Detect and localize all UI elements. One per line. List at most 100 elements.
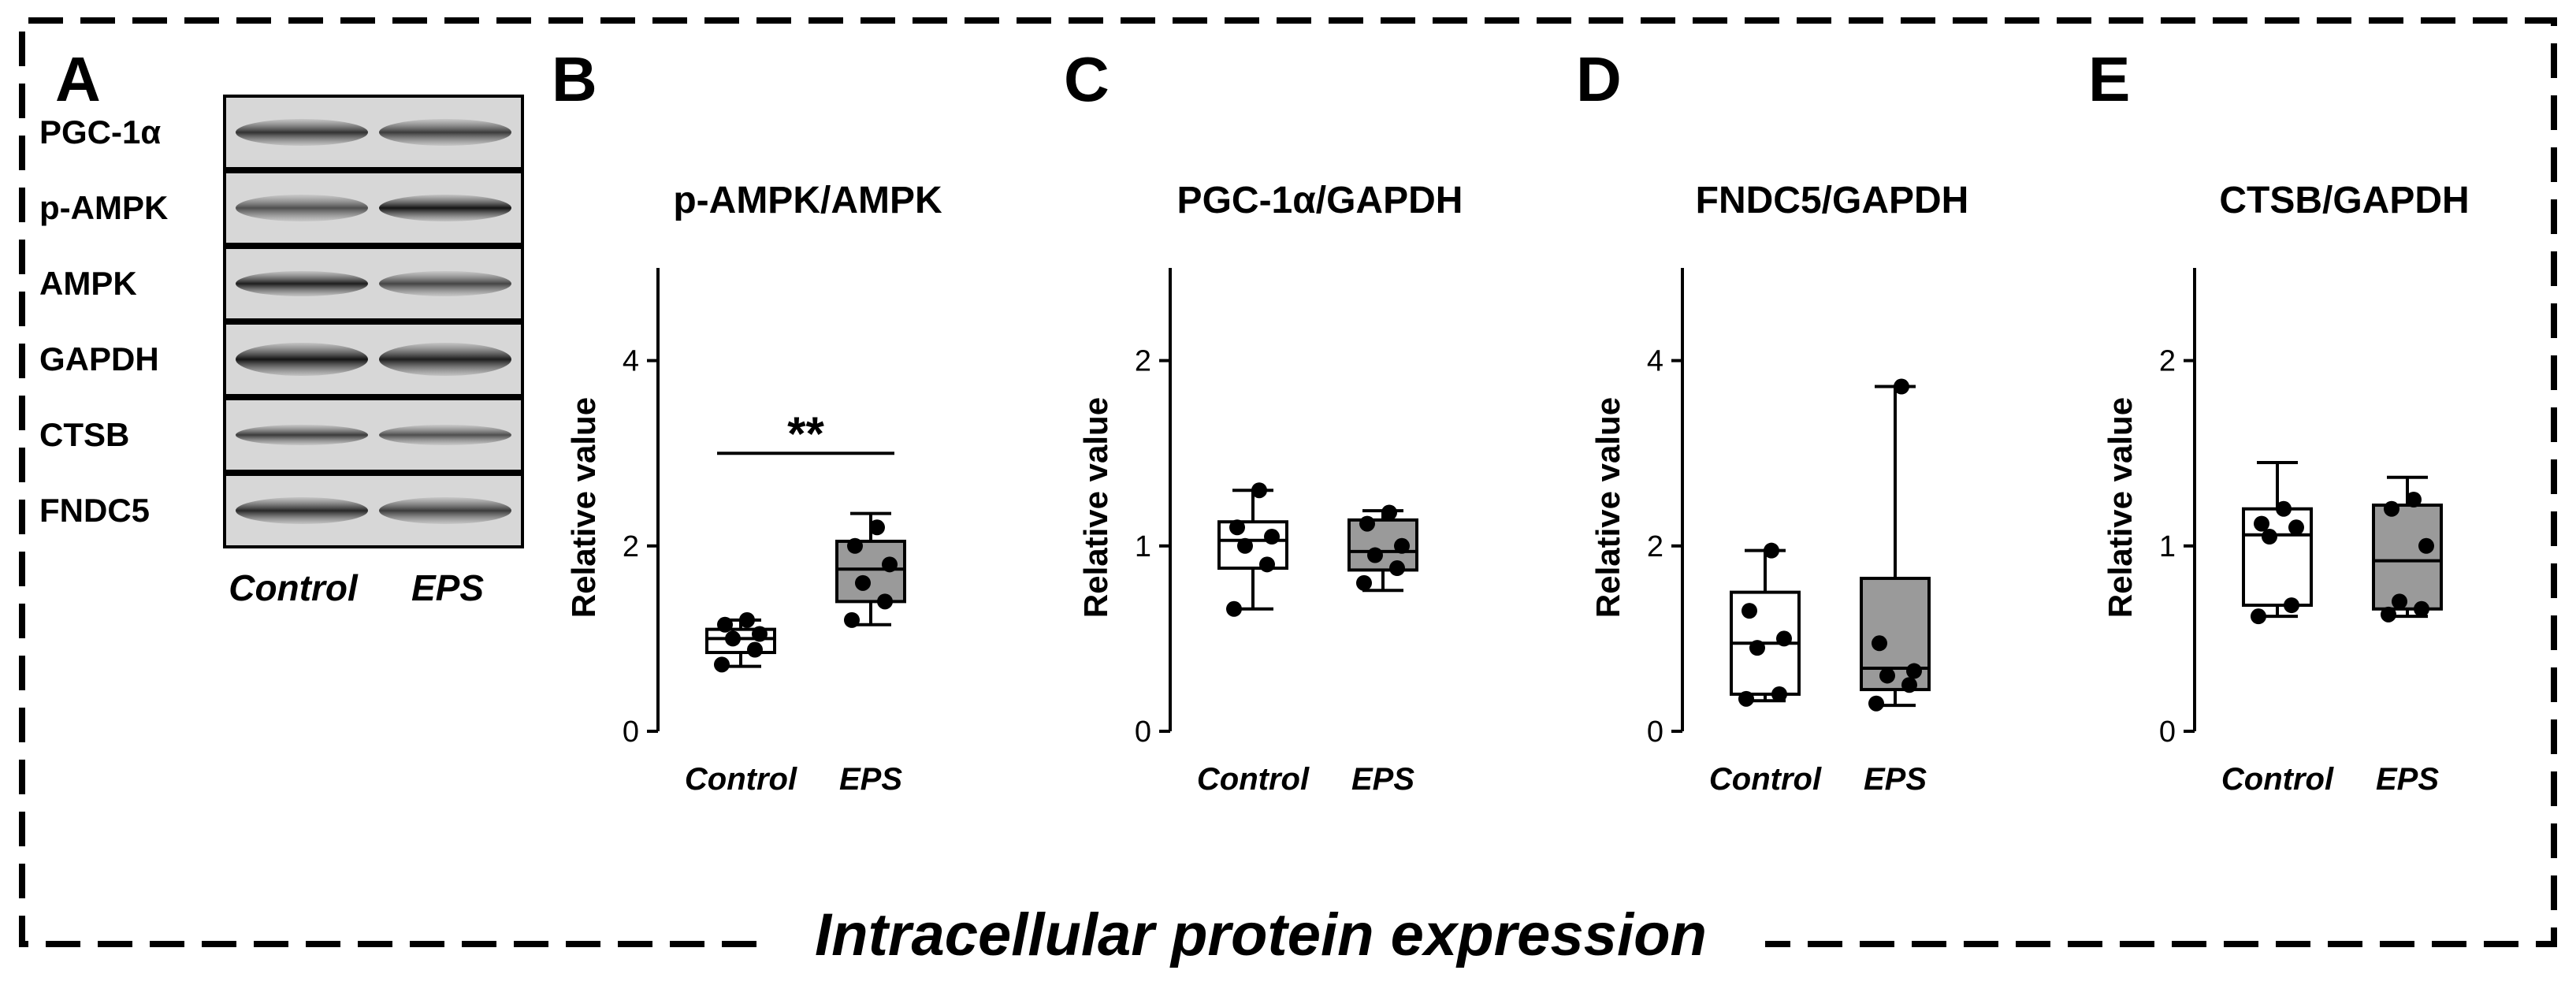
data-point xyxy=(2406,492,2422,507)
x-tick-label: EPS xyxy=(1351,762,1414,797)
box-eps xyxy=(2372,475,2443,623)
y-tick-label: 1 xyxy=(2159,530,2176,563)
y-tick-label: 0 xyxy=(2159,716,2176,749)
significance-label: ** xyxy=(787,407,824,460)
x-tick-label: Control xyxy=(685,762,797,797)
y-tick-label: 0 xyxy=(1135,716,1151,749)
box-eps xyxy=(1347,504,1418,593)
blot-band xyxy=(379,343,511,376)
data-point xyxy=(1872,635,1887,652)
data-point xyxy=(1771,686,1787,702)
data-point xyxy=(1251,482,1267,499)
y-tick-label: 2 xyxy=(623,530,639,563)
y-tick-label: 1 xyxy=(1135,530,1151,563)
y-tick-label: 0 xyxy=(623,716,639,749)
data-point xyxy=(877,593,893,610)
box-iqr xyxy=(2372,504,2443,611)
data-point xyxy=(2284,597,2299,614)
data-point xyxy=(1776,630,1792,647)
data-point xyxy=(725,630,741,647)
data-point xyxy=(855,574,871,591)
box-iqr xyxy=(1217,520,1288,571)
blot-lane-label: Control xyxy=(229,567,359,608)
box-eps xyxy=(1860,378,1931,712)
box-iqr xyxy=(835,539,906,604)
data-point xyxy=(1901,677,1917,693)
chart-panel-d: D FNDC5/GAPDH 0 2 4 Relative value Control EPS xyxy=(1576,44,1968,797)
data-point xyxy=(1226,600,1242,617)
blot-band xyxy=(379,119,511,146)
blot-label: GAPDH xyxy=(39,340,159,377)
data-point xyxy=(739,611,755,628)
data-point xyxy=(2254,515,2269,532)
blot-label: PGC-1α xyxy=(39,113,161,151)
panel-letter: C xyxy=(1064,44,1110,114)
blot-band xyxy=(379,425,511,445)
box-plot-panels: Bp-AMPK/AMPK 0 2 4 Relative value Control EPS *… xyxy=(552,44,2470,797)
data-point xyxy=(1738,690,1754,707)
blot-band xyxy=(379,271,511,296)
y-tick-label: 2 xyxy=(1135,345,1151,378)
chart-title: p-AMPK/AMPK xyxy=(673,180,942,221)
x-tick-label: EPS xyxy=(839,762,902,797)
blot-band xyxy=(236,425,368,445)
data-point xyxy=(2381,606,2396,623)
blot-band xyxy=(236,195,368,221)
data-point xyxy=(1367,547,1383,563)
data-point xyxy=(1229,519,1245,536)
blot-lane-label: EPS xyxy=(411,567,484,608)
y-tick-label: 2 xyxy=(2159,345,2176,378)
data-point xyxy=(2288,519,2304,536)
data-point xyxy=(2414,600,2429,617)
y-axis-label: Relative value xyxy=(565,397,602,618)
data-point xyxy=(1906,663,1922,679)
data-point xyxy=(1879,667,1895,684)
y-tick-label: 4 xyxy=(623,345,639,378)
y-tick-label: 0 xyxy=(1647,716,1663,749)
blot-band xyxy=(379,195,511,221)
data-point xyxy=(717,616,733,633)
data-point xyxy=(1381,504,1397,521)
box-control xyxy=(2242,460,2313,625)
blot-label: CTSB xyxy=(39,416,129,453)
panel-letter-a: A xyxy=(55,44,101,114)
data-point xyxy=(1764,542,1779,559)
x-tick-label: Control xyxy=(1709,762,1822,797)
data-point xyxy=(882,556,898,573)
box-control xyxy=(1217,482,1288,617)
x-tick-label: EPS xyxy=(1864,762,1927,797)
figure-caption: Intracellular protein expression xyxy=(815,901,1707,968)
panel-letter: B xyxy=(552,44,597,114)
blot-band xyxy=(236,497,368,524)
data-point xyxy=(847,537,863,554)
panel-letter: E xyxy=(2088,44,2130,114)
box-eps xyxy=(835,511,906,628)
box-control xyxy=(1730,542,1801,707)
y-tick-label: 4 xyxy=(1647,345,1663,378)
chart-title: PGC-1α/GAPDH xyxy=(1177,180,1463,221)
data-point xyxy=(1894,378,1909,395)
data-point xyxy=(1359,515,1375,532)
x-tick-label: EPS xyxy=(2376,762,2439,797)
y-axis-label: Relative value xyxy=(1589,397,1626,618)
data-point xyxy=(1741,603,1757,619)
data-point xyxy=(1237,537,1253,554)
data-point xyxy=(2418,537,2434,554)
data-point xyxy=(1749,640,1765,656)
data-point xyxy=(714,656,730,673)
x-tick-label: Control xyxy=(1197,762,1310,797)
data-point xyxy=(869,519,885,536)
data-point xyxy=(747,641,763,658)
y-axis-label: Relative value xyxy=(1077,397,1114,618)
blot-label: FNDC5 xyxy=(39,492,150,529)
data-point xyxy=(2384,500,2399,517)
blot-label: AMPK xyxy=(39,265,137,302)
data-point xyxy=(1389,560,1405,577)
y-tick-label: 2 xyxy=(1647,530,1663,563)
data-point xyxy=(1868,695,1884,712)
chart-title: CTSB/GAPDH xyxy=(2219,180,2469,221)
data-point xyxy=(1259,556,1275,573)
x-tick-label: Control xyxy=(2221,762,2334,797)
